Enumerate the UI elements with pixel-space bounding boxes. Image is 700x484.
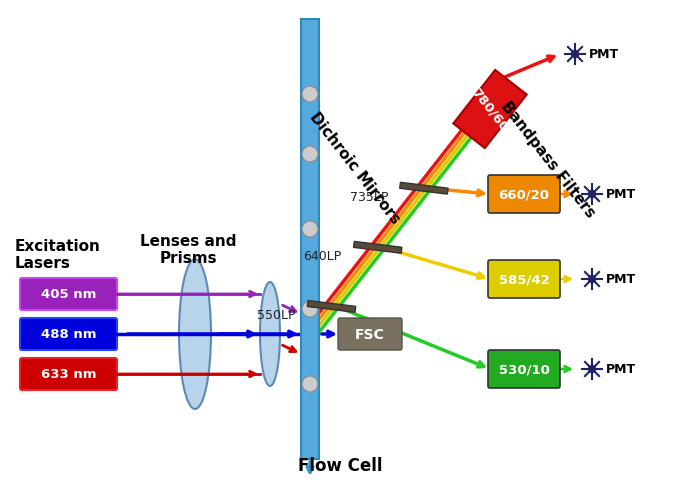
Text: PMT: PMT — [589, 48, 619, 61]
Text: Lenses and
Prisms: Lenses and Prisms — [140, 233, 237, 266]
Circle shape — [302, 222, 318, 238]
Text: 633 nm: 633 nm — [41, 368, 97, 381]
Text: Excitation
Lasers: Excitation Lasers — [15, 238, 101, 271]
Text: 405 nm: 405 nm — [41, 288, 96, 301]
FancyBboxPatch shape — [20, 318, 117, 350]
Text: PMT: PMT — [606, 273, 636, 286]
Circle shape — [302, 87, 318, 103]
Text: PMT: PMT — [606, 363, 636, 376]
Text: 660/20: 660/20 — [498, 188, 550, 201]
Text: 640LP: 640LP — [304, 250, 342, 263]
Circle shape — [589, 191, 596, 198]
Text: 780/60: 780/60 — [469, 86, 511, 134]
Text: FSC: FSC — [355, 327, 385, 341]
Polygon shape — [454, 71, 526, 149]
Ellipse shape — [260, 283, 280, 386]
Text: 488 nm: 488 nm — [41, 328, 97, 341]
Polygon shape — [307, 301, 356, 313]
FancyBboxPatch shape — [20, 358, 117, 390]
Circle shape — [302, 147, 318, 163]
Circle shape — [589, 276, 596, 283]
Text: 735LP: 735LP — [350, 191, 388, 204]
Ellipse shape — [179, 259, 211, 409]
Circle shape — [302, 302, 318, 318]
Circle shape — [589, 366, 596, 373]
FancyBboxPatch shape — [338, 318, 402, 350]
Circle shape — [571, 51, 578, 59]
Text: Dichroic Mirrors: Dichroic Mirrors — [307, 109, 403, 226]
Text: 585/42: 585/42 — [498, 273, 550, 286]
Polygon shape — [354, 242, 402, 254]
Text: Bandpass Filters: Bandpass Filters — [498, 99, 598, 221]
FancyBboxPatch shape — [20, 278, 117, 310]
FancyBboxPatch shape — [488, 350, 560, 388]
Text: 550LP: 550LP — [258, 309, 296, 322]
Text: 530/10: 530/10 — [498, 363, 550, 376]
Circle shape — [302, 376, 318, 392]
Polygon shape — [400, 183, 448, 195]
Text: Flow Cell: Flow Cell — [298, 456, 382, 474]
FancyBboxPatch shape — [488, 260, 560, 298]
FancyBboxPatch shape — [488, 176, 560, 213]
Bar — [301, 20, 319, 459]
Text: PMT: PMT — [606, 188, 636, 201]
